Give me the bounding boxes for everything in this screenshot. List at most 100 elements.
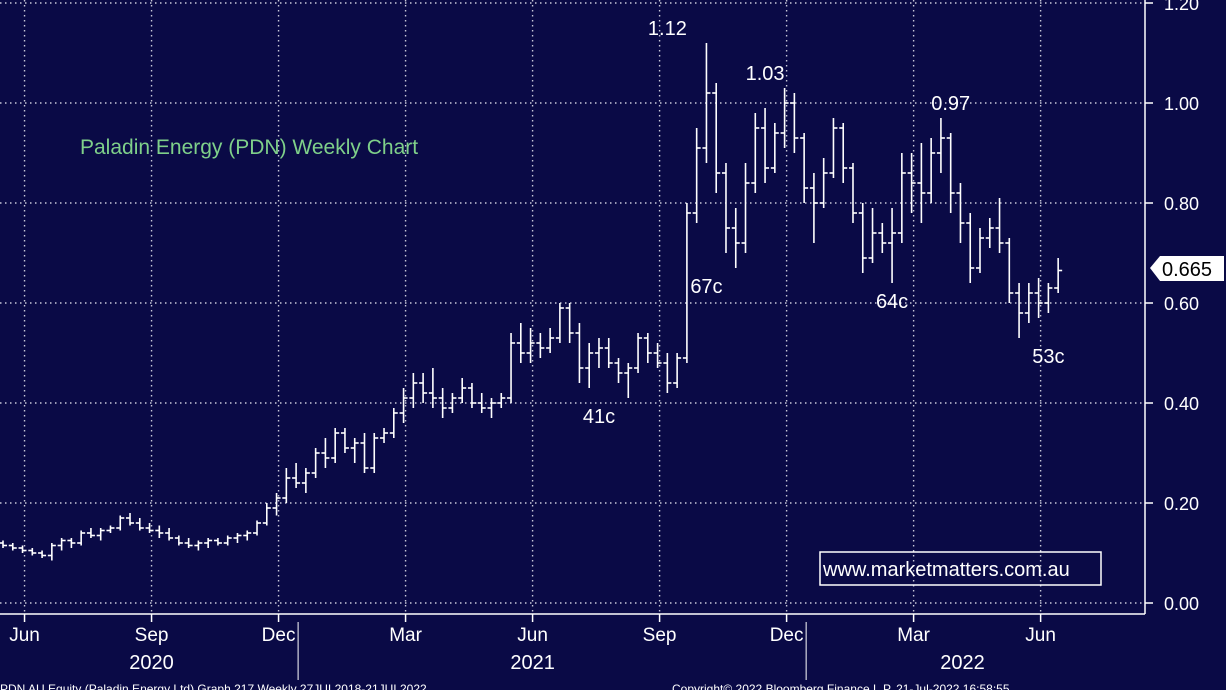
ohlc-bar-3 — [28, 548, 37, 556]
ohlc-bar-96 — [936, 118, 945, 173]
year-separators — [297, 622, 807, 680]
last-price-tag — [1150, 256, 1224, 281]
price-annotation: 0.97 — [931, 93, 970, 115]
ohlc-bar-23 — [223, 535, 232, 546]
ohlc-bar-61 — [594, 338, 603, 368]
price-annotation: 64c — [876, 291, 908, 313]
ohlc-bar-67 — [653, 343, 662, 368]
x-tick-label: Dec — [262, 625, 296, 646]
ohlc-bar-28 — [272, 493, 281, 516]
ohlc-bar-81 — [790, 93, 799, 153]
ohlc-bar-76 — [741, 163, 750, 253]
ohlc-bar-27 — [262, 503, 271, 526]
x-axis: Jun Sep Dec Mar Jun Sep Dec Mar Jun 2020 2021 2022 — [9, 614, 1056, 674]
ohlc-bar-54 — [526, 328, 535, 363]
ohlc-bar-5 — [47, 543, 56, 561]
ohlc-bar-18 — [174, 535, 183, 546]
x-tick-label: Mar — [897, 625, 930, 646]
ohlc-bar-56 — [546, 328, 555, 353]
price-bars — [0, 43, 1063, 561]
ohlc-bar-15 — [145, 523, 154, 533]
last-price-label: 0.665 — [1162, 259, 1212, 281]
x-tick-label: Sep — [643, 625, 677, 646]
x-tick-label: Jun — [9, 625, 40, 646]
ohlc-bar-72 — [702, 43, 711, 163]
price-annotation: 1.12 — [648, 18, 687, 40]
ohlc-bar-6 — [57, 538, 66, 551]
x-tick-label: Dec — [770, 625, 804, 646]
ohlc-bar-92 — [897, 153, 906, 243]
ohlc-bar-22 — [213, 538, 222, 546]
ohlc-bar-29 — [282, 468, 291, 503]
x-tick-label: Sep — [135, 625, 169, 646]
ohlc-bar-33 — [321, 438, 330, 468]
ohlc-bar-43 — [419, 373, 428, 403]
ohlc-bar-34 — [331, 428, 340, 463]
ohlc-bar-107 — [1044, 283, 1053, 313]
ohlc-bar-73 — [712, 83, 721, 193]
ohlc-bar-12 — [116, 515, 125, 531]
ohlc-bar-91 — [888, 208, 897, 283]
x-year-label: 2022 — [940, 652, 985, 674]
ohlc-bar-57 — [555, 303, 564, 343]
ohlc-bar-70 — [682, 203, 691, 363]
ohlc-bar-17 — [165, 528, 174, 541]
ohlc-bar-99 — [966, 213, 975, 283]
ohlc-bar-51 — [497, 393, 506, 408]
ohlc-bar-26 — [253, 520, 262, 536]
ohlc-bar-49 — [477, 393, 486, 413]
watermark[interactable]: www.marketmatters.com.au — [819, 551, 1102, 586]
ohlc-bar-105 — [1024, 283, 1033, 323]
ohlc-bar-44 — [428, 368, 437, 408]
y-tick-label: 0.80 — [1164, 194, 1199, 214]
ohlc-bar-58 — [565, 303, 574, 343]
ohlc-bar-77 — [751, 113, 760, 193]
ohlc-bar-0 — [0, 540, 7, 548]
price-annotation: 1.03 — [746, 63, 785, 85]
ohlc-bar-83 — [809, 173, 818, 243]
ohlc-bar-38 — [370, 433, 379, 473]
ohlc-bar-82 — [800, 133, 809, 203]
ohlc-bar-37 — [360, 433, 369, 473]
x-year-label: 2021 — [510, 652, 555, 674]
ohlc-bar-7 — [67, 538, 76, 548]
y-tick-label: 0.40 — [1164, 394, 1199, 414]
x-tick-label: Jun — [1025, 625, 1056, 646]
ohlc-bar-32 — [311, 448, 320, 478]
ohlc-bar-40 — [389, 408, 398, 438]
ohlc-bar-36 — [350, 438, 359, 463]
y-tick-label: 1.20 — [1164, 0, 1199, 14]
watermark-box — [819, 551, 1102, 586]
ohlc-bar-65 — [634, 333, 643, 373]
ohlc-bar-1 — [8, 543, 17, 551]
y-tick-label: 0.60 — [1164, 294, 1199, 314]
ohlc-bar-88 — [858, 203, 867, 273]
ohlc-bar-78 — [761, 108, 770, 183]
ohlc-bar-13 — [126, 513, 135, 526]
ohlc-bar-62 — [604, 338, 613, 368]
watermark-text[interactable]: www.marketmatters.com.au — [822, 559, 1070, 581]
ohlc-bar-4 — [38, 550, 47, 558]
price-annotation: 53c — [1032, 346, 1064, 368]
y-axis: 0.00 0.20 0.40 0.60 0.80 1.00 1.20 — [1145, 0, 1199, 614]
ohlc-bar-87 — [848, 163, 857, 223]
last-price-marker: 0.665 — [1150, 256, 1224, 281]
ohlc-bar-102 — [995, 198, 1004, 253]
ohlc-bar-45 — [438, 388, 447, 418]
ohlc-bar-31 — [301, 468, 310, 493]
ohlc-bar-86 — [839, 123, 848, 183]
ohlc-bar-20 — [194, 540, 203, 551]
y-tick-label: 0.20 — [1164, 494, 1199, 514]
grid — [0, 0, 1146, 615]
ohlc-bar-85 — [829, 118, 838, 178]
ohlc-bar-93 — [907, 153, 916, 213]
ohlc-bar-97 — [946, 133, 955, 213]
ohlc-bar-30 — [292, 463, 301, 488]
y-tick-label: 1.00 — [1164, 94, 1199, 114]
ohlc-bar-80 — [780, 88, 789, 148]
price-annotation: 41c — [583, 406, 615, 428]
ohlc-bar-48 — [467, 383, 476, 408]
ohlc-bar-104 — [1015, 283, 1024, 338]
ohlc-bar-50 — [487, 398, 496, 418]
